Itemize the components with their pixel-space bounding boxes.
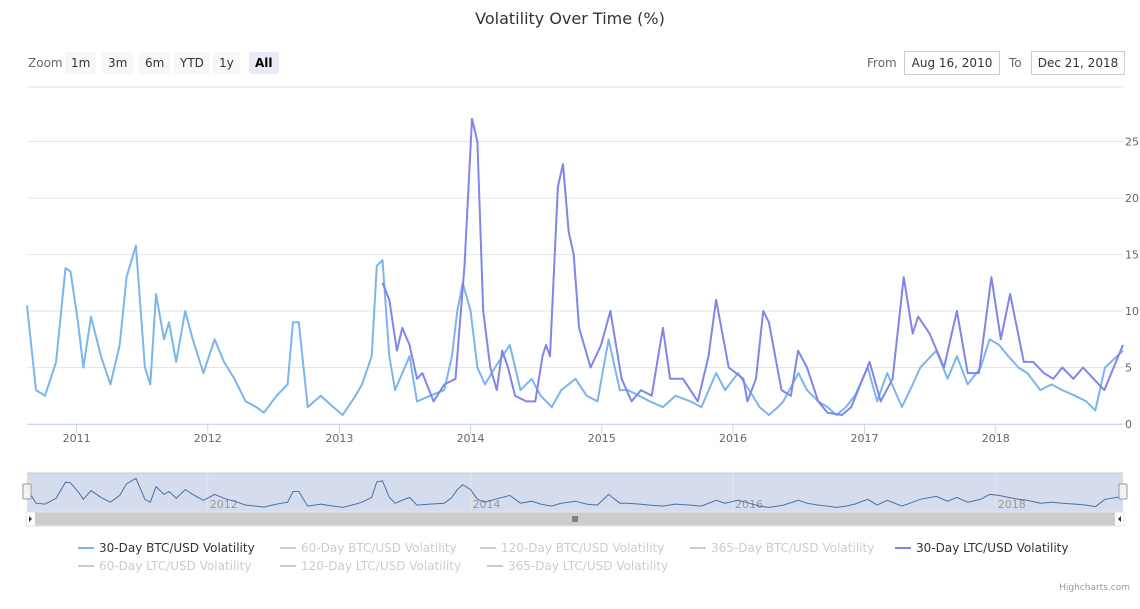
x-tick-label: 2012 [194,432,222,445]
y-tick-label: 10 [1125,305,1139,318]
x-tick-label: 2018 [982,432,1010,445]
legend-label: 30-Day BTC/USD Volatility [99,541,255,555]
y-tick-label: 25 [1125,136,1139,149]
legend-label: 365-Day BTC/USD Volatility [711,541,875,555]
x-tick-label: 2016 [719,432,747,445]
navigator-mask [27,473,1123,512]
legend-symbol [78,565,94,567]
y-tick-label: 5 [1125,362,1132,375]
legend-label: 120-Day BTC/USD Volatility [501,541,665,555]
series-line-30-day-ltc-usd-volatility [381,117,1124,416]
scrollbar-left-arrow-icon[interactable] [29,516,32,522]
from-date-input[interactable]: Aug 16, 2010 [904,51,1000,75]
credits-link[interactable]: Highcharts.com [1059,583,1130,593]
legend-item[interactable]: 30-Day LTC/USD Volatility [895,541,1068,555]
y-tick-label: 0 [1125,418,1132,431]
legend-label: 60-Day BTC/USD Volatility [301,541,457,555]
x-tick-label: 2013 [325,432,353,445]
zoom-1y-button[interactable]: 1y [213,52,240,74]
legend-label: 365-Day LTC/USD Volatility [508,559,669,573]
legend-label: 60-Day LTC/USD Volatility [99,559,252,573]
navigator-tick-label: 2016 [735,498,763,511]
legend-item[interactable]: 365-Day BTC/USD Volatility [690,541,874,555]
legend-symbol [280,547,296,549]
chart-title: Volatility Over Time (%) [475,9,665,28]
zoom-3m-button[interactable]: 3m [102,52,134,74]
scrollbar-track [25,511,1125,527]
y-tick-label: 20 [1125,192,1139,205]
zoom-all-button[interactable]: All [249,52,279,74]
legend-symbol [78,547,94,549]
to-label: To [1009,56,1022,70]
x-tick-label: 2011 [63,432,91,445]
to-date-input[interactable]: Dec 21, 2018 [1031,51,1125,75]
series-line-30-day-btc-usd-volatility [26,244,1124,416]
legend-symbol [895,547,911,549]
legend-item[interactable]: 30-Day BTC/USD Volatility [78,541,255,555]
navigator-left-handle[interactable] [22,483,32,500]
y-tick-label: 15 [1125,249,1139,262]
scrollbar-grip-icon [572,516,578,522]
legend-symbol [690,547,706,549]
legend-label: 120-Day LTC/USD Volatility [301,559,462,573]
legend-label: 30-Day LTC/USD Volatility [916,541,1069,555]
zoom-label: Zoom [28,56,63,70]
navigator-tick-label: 2014 [473,498,501,511]
x-tick-label: 2017 [851,432,879,445]
scrollbar-right-arrow-icon[interactable] [1118,516,1121,522]
navigator-tick-label: 2018 [998,498,1026,511]
legend-symbol [480,547,496,549]
zoom-6m-button[interactable]: 6m [139,52,171,74]
legend-item[interactable]: 60-Day BTC/USD Volatility [280,541,457,555]
legend-item[interactable]: 120-Day LTC/USD Volatility [280,559,461,573]
navigator-tick-label: 2012 [210,498,238,511]
navigator-right-handle[interactable] [1118,483,1128,500]
x-tick-label: 2015 [588,432,616,445]
from-label: From [867,56,897,70]
navigator-series-line [26,477,1124,508]
legend-item[interactable]: 365-Day LTC/USD Volatility [487,559,668,573]
legend-item[interactable]: 60-Day LTC/USD Volatility [78,559,251,573]
x-tick-label: 2014 [457,432,485,445]
legend-symbol [487,565,503,567]
legend-symbol [280,565,296,567]
zoom-ytd-button[interactable]: YTD [174,52,210,74]
legend-item[interactable]: 120-Day BTC/USD Volatility [480,541,664,555]
zoom-1m-button[interactable]: 1m [65,52,97,74]
